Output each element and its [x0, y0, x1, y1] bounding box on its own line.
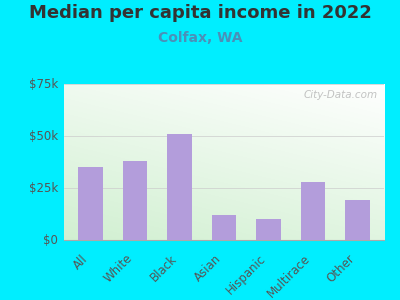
Text: $0: $0 [43, 233, 58, 247]
Text: Asian: Asian [192, 252, 224, 284]
Text: Hispanic: Hispanic [224, 252, 268, 297]
Text: City-Data.com: City-Data.com [304, 90, 378, 100]
Text: Other: Other [324, 252, 357, 285]
Text: Colfax, WA: Colfax, WA [158, 32, 242, 46]
Bar [78, 167, 103, 240]
Text: Multirace: Multirace [265, 252, 313, 300]
Text: White: White [102, 252, 135, 286]
Text: $25k: $25k [29, 182, 58, 194]
Text: $75k: $75k [29, 77, 58, 91]
Text: All: All [71, 252, 91, 272]
Bar [256, 219, 281, 240]
Bar [167, 134, 192, 240]
Bar [301, 182, 325, 240]
Text: $50k: $50k [29, 130, 58, 142]
Text: Median per capita income in 2022: Median per capita income in 2022 [28, 4, 372, 22]
Bar [212, 215, 236, 240]
Text: Black: Black [148, 252, 180, 284]
Bar [345, 200, 370, 240]
Bar [123, 161, 147, 240]
